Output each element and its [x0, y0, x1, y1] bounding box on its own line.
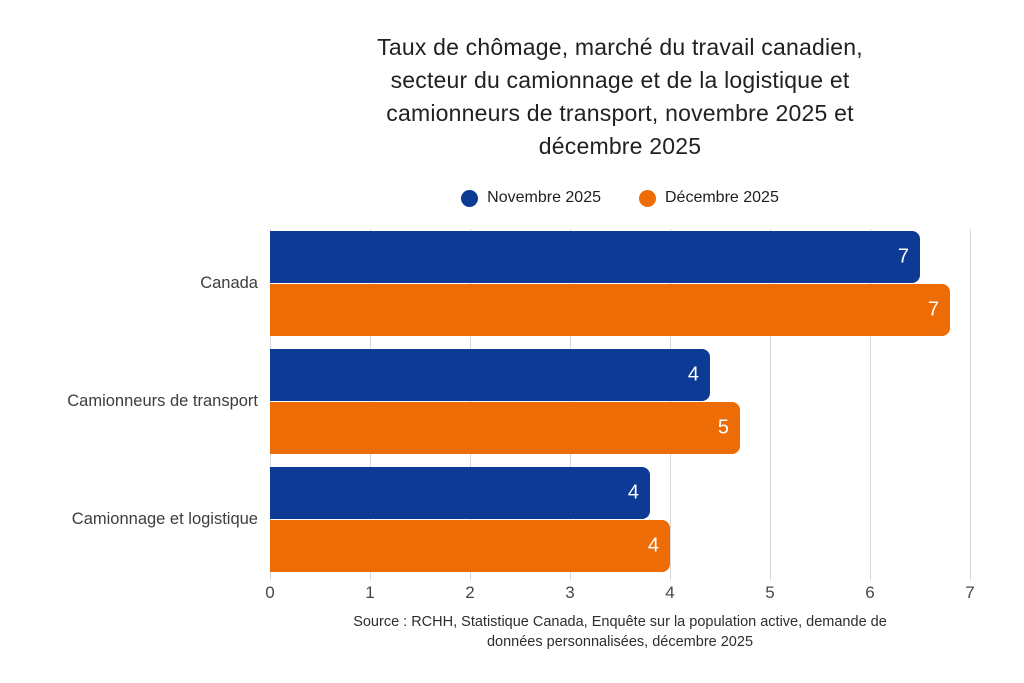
x-axis-tick-2: 2 — [465, 583, 475, 602]
bar-value-label: 4 — [687, 363, 699, 386]
bar-canada-novembre-2025[interactable]: 7 — [270, 231, 920, 283]
x-axis-tick-5: 5 — [765, 583, 775, 602]
gridline-6 — [870, 229, 871, 580]
chart-title-line-1: Taux de chômage, marché du travail canad… — [377, 34, 863, 60]
x-axis-tick-7: 7 — [965, 583, 975, 602]
legend-item-decembre-2025[interactable]: Décembre 2025 — [639, 189, 779, 207]
category-label-camionnage-et-logistique: Camionnage et logistique — [71, 510, 258, 528]
x-axis-tick-6: 6 — [865, 583, 875, 602]
legend-label-decembre-2025: Décembre 2025 — [665, 189, 779, 206]
bar-camionneurs-decembre-2025[interactable]: 5 — [270, 402, 740, 454]
source-note-line-2: données personnalisées, décembre 2025 — [486, 634, 754, 650]
category-label-canada: Canada — [200, 274, 258, 292]
bar-value-label: 4 — [627, 481, 639, 504]
legend: Novembre 2025 Décembre 2025 — [220, 189, 1020, 207]
source-note-line-1: Source : RCHH, Statistique Canada, Enquê… — [353, 614, 887, 630]
legend-item-novembre-2025[interactable]: Novembre 2025 — [461, 189, 601, 207]
legend-dot-novembre-icon — [461, 189, 479, 207]
x-axis-tick-3: 3 — [565, 583, 575, 602]
bar-camionnage-decembre-2025[interactable]: 4 — [270, 520, 670, 572]
gridline-5 — [770, 229, 771, 580]
category-label-camionneurs-de-transport: Camionneurs de transport — [67, 392, 258, 410]
source-note: Source : RCHH, Statistique Canada, Enquê… — [190, 612, 1024, 652]
bar-camionneurs-novembre-2025[interactable]: 4 — [270, 349, 710, 401]
legend-dot-decembre-icon — [639, 189, 656, 207]
bar-value-label: 4 — [647, 534, 659, 557]
bar-value-label: 7 — [897, 245, 909, 268]
chart-title-line-4: décembre 2025 — [538, 133, 702, 159]
legend-label-novembre-2025: Novembre 2025 — [487, 189, 601, 206]
gridline-7 — [970, 229, 971, 580]
bar-camionnage-novembre-2025[interactable]: 4 — [270, 467, 650, 519]
chart-title-line-3: camionneurs de transport, novembre 2025 … — [386, 100, 854, 126]
bar-canada-decembre-2025[interactable]: 7 — [270, 284, 950, 336]
chart-title-line-2: secteur du camionnage et de la logistiqu… — [390, 67, 850, 93]
x-axis-tick-1: 1 — [365, 583, 375, 602]
bar-value-label: 7 — [927, 298, 939, 321]
x-axis-tick-4: 4 — [665, 583, 675, 602]
chart-title: Taux de chômage, marché du travail canad… — [220, 31, 1020, 163]
bar-value-label: 5 — [717, 416, 729, 439]
x-axis-tick-0: 0 — [265, 583, 275, 602]
